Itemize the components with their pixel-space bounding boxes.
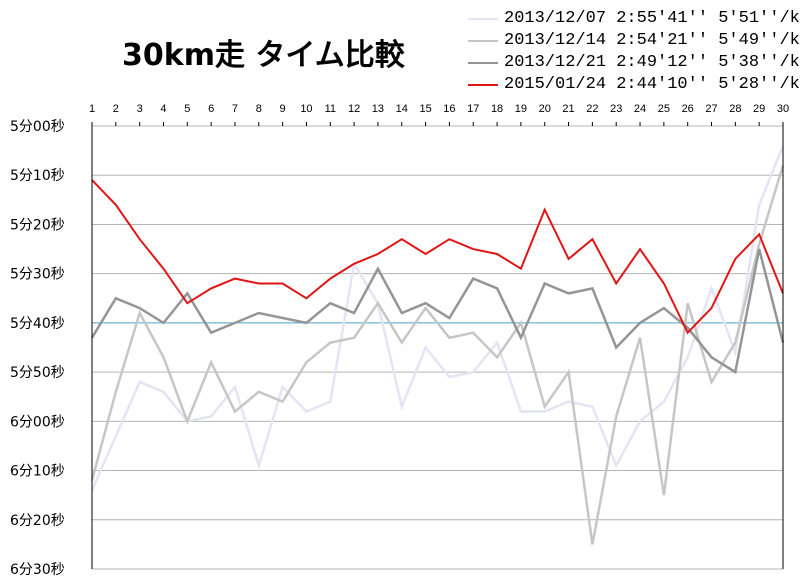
legend-swatch [468, 62, 498, 64]
chart-title: 30km走 タイム比較 [122, 38, 405, 73]
x-tick-label: 9 [280, 103, 286, 115]
y-tick-label: 5分50秒 [10, 365, 65, 381]
x-tick-label: 25 [658, 103, 670, 115]
x-tick-labels: 1 2 3 4 5 6 7 8 9 10 11 12 13 14 15 16 17 18 19 20 21 22 23 24 2… [89, 103, 789, 115]
x-tick-label: 22 [586, 103, 598, 115]
x-tick-label: 14 [396, 103, 408, 115]
x-tick-label: 18 [491, 103, 503, 115]
x-tick-label: 6 [208, 103, 214, 115]
x-tick-label: 16 [443, 103, 455, 115]
legend-label: 2013/12/07 2:55'41'' 5'51''/km [504, 9, 800, 28]
x-tick-label: 28 [729, 103, 741, 115]
series-line-2 [90, 165, 785, 545]
x-tick-label: 23 [610, 103, 622, 115]
legend-item-4: 2015/01/24 2:44'10'' 5'28''/km [468, 74, 800, 96]
y-tick-labels: 5分00秒 5分10秒 5分20秒 5分30秒 5分40秒 5分50秒 6分00秒 6分10秒… [10, 119, 65, 578]
legend-swatch [468, 84, 498, 86]
x-tick-label: 26 [682, 103, 694, 115]
x-tick-label: 13 [372, 103, 384, 115]
x-tick-label: 8 [256, 103, 262, 115]
y-tick-label: 5分10秒 [10, 168, 65, 184]
x-tick-label: 15 [419, 103, 431, 115]
series-line-1 [90, 145, 785, 491]
x-tick-label: 11 [325, 103, 336, 115]
x-tick-label: 10 [300, 103, 312, 115]
x-tick-label: 24 [634, 103, 646, 115]
x-tick-label: 12 [348, 103, 360, 115]
x-tick-label: 19 [515, 103, 527, 115]
x-tick-label: 4 [160, 103, 166, 115]
y-tick-label: 5分20秒 [10, 217, 65, 233]
legend-swatch [468, 40, 498, 42]
x-tick-label: 1 [89, 103, 95, 115]
y-tick-label: 6分00秒 [10, 414, 65, 430]
x-tick-label: 27 [705, 103, 717, 115]
x-tick-label: 2 [113, 103, 119, 115]
series-lines [90, 145, 785, 545]
grid-lines [92, 125, 783, 570]
series-line-3 [90, 248, 785, 375]
x-tick-label: 3 [137, 103, 143, 115]
x-tick-label: 21 [562, 103, 574, 115]
legend-label: 2015/01/24 2:44'10'' 5'28''/km [504, 75, 800, 94]
y-tick-label: 6分20秒 [10, 513, 65, 529]
y-tick-label: 5分30秒 [10, 267, 65, 283]
x-tick-label: 20 [539, 103, 551, 115]
y-tick-label: 6分30秒 [10, 562, 65, 578]
legend: 2013/12/07 2:55'41'' 5'51''/km 2013/12/14… [468, 8, 800, 96]
legend-item-2: 2013/12/14 2:54'21'' 5'49''/km [468, 30, 800, 52]
axes [91, 122, 784, 569]
legend-label: 2013/12/21 2:49'12'' 5'38''/km [504, 53, 800, 72]
x-tick-label: 7 [232, 103, 238, 115]
y-tick-label: 5分00秒 [10, 119, 65, 135]
x-tick-label: 29 [753, 103, 765, 115]
y-tick-label: 5分40秒 [10, 316, 65, 332]
series-line-4 [91, 179, 784, 335]
x-tick-label: 17 [467, 103, 479, 115]
legend-label: 2013/12/14 2:54'21'' 5'49''/km [504, 31, 800, 50]
legend-swatch [468, 18, 498, 20]
legend-item-3: 2013/12/21 2:49'12'' 5'38''/km [468, 52, 800, 74]
x-tick-label: 5 [184, 103, 190, 115]
y-tick-label: 6分10秒 [10, 464, 65, 480]
x-tick-label: 30 [777, 103, 789, 115]
legend-item-1: 2013/12/07 2:55'41'' 5'51''/km [468, 8, 800, 30]
